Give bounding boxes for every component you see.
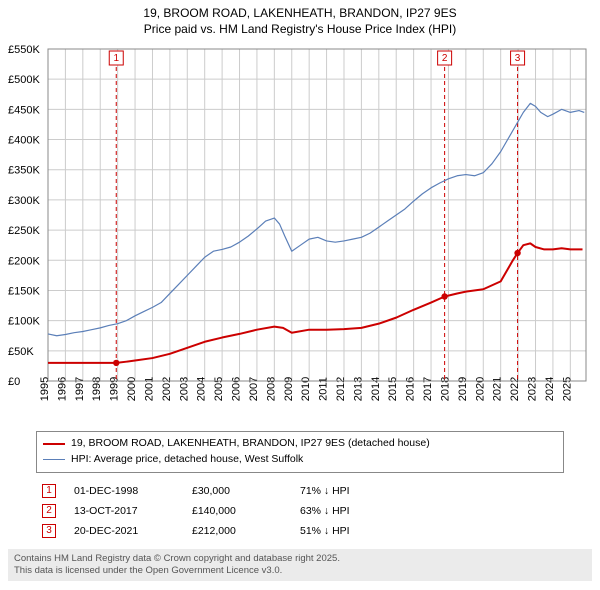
svg-text:2004: 2004 [196, 377, 208, 401]
svg-text:£50K: £50K [8, 346, 34, 358]
svg-text:2010: 2010 [300, 377, 312, 401]
svg-text:2018: 2018 [439, 377, 451, 401]
svg-text:1999: 1999 [109, 377, 121, 401]
title-line-1: 19, BROOM ROAD, LAKENHEATH, BRANDON, IP2… [8, 6, 592, 22]
svg-text:2000: 2000 [126, 377, 138, 401]
legend-row: HPI: Average price, detached house, West… [43, 452, 557, 468]
svg-text:2025: 2025 [561, 377, 573, 401]
svg-text:£300K: £300K [8, 195, 40, 207]
svg-text:2: 2 [442, 53, 448, 64]
attribution-footer: Contains HM Land Registry data © Crown c… [8, 549, 592, 582]
svg-text:2007: 2007 [248, 377, 260, 401]
svg-text:2019: 2019 [457, 377, 469, 401]
svg-text:2022: 2022 [509, 377, 521, 401]
svg-text:1: 1 [113, 53, 119, 64]
sale-row: 3 20-DEC-2021 £212,000 51% ↓ HPI [42, 521, 558, 541]
svg-text:£250K: £250K [8, 225, 40, 237]
chart-title: 19, BROOM ROAD, LAKENHEATH, BRANDON, IP2… [0, 0, 600, 39]
legend-label: 19, BROOM ROAD, LAKENHEATH, BRANDON, IP2… [71, 436, 430, 452]
svg-text:2002: 2002 [161, 377, 173, 401]
sale-price: £212,000 [192, 525, 282, 537]
legend-label: HPI: Average price, detached house, West… [71, 452, 303, 468]
footer-line-2: This data is licensed under the Open Gov… [14, 565, 586, 577]
svg-text:£550K: £550K [8, 44, 40, 56]
svg-text:3: 3 [515, 53, 521, 64]
svg-text:£450K: £450K [8, 105, 40, 117]
svg-text:£500K: £500K [8, 74, 40, 86]
sale-price: £30,000 [192, 485, 282, 497]
svg-text:2012: 2012 [335, 377, 347, 401]
chart-container: £0 £50K £100K £150K £200K £250K £300K £350K £400… [8, 43, 592, 425]
svg-text:2023: 2023 [527, 377, 539, 401]
sale-marker-box: 1 [42, 484, 56, 498]
sale-price: £140,000 [192, 505, 282, 517]
svg-text:1997: 1997 [74, 377, 86, 401]
svg-text:2014: 2014 [370, 377, 382, 401]
sale-marker-box: 2 [42, 504, 56, 518]
svg-text:2001: 2001 [143, 377, 155, 401]
svg-text:2005: 2005 [213, 377, 225, 401]
svg-text:£100K: £100K [8, 316, 40, 328]
sale-date: 13-OCT-2017 [74, 505, 174, 517]
svg-text:2015: 2015 [387, 377, 399, 401]
title-line-2: Price paid vs. HM Land Registry's House … [8, 22, 592, 38]
svg-text:£400K: £400K [8, 135, 40, 147]
svg-text:2008: 2008 [265, 377, 277, 401]
footer-line-1: Contains HM Land Registry data © Crown c… [14, 553, 586, 565]
legend-row: 19, BROOM ROAD, LAKENHEATH, BRANDON, IP2… [43, 436, 557, 452]
sale-row: 2 13-OCT-2017 £140,000 63% ↓ HPI [42, 501, 558, 521]
svg-text:2017: 2017 [422, 377, 434, 401]
sale-hpi-delta: 71% ↓ HPI [300, 485, 350, 497]
svg-text:1996: 1996 [56, 377, 68, 401]
svg-text:1995: 1995 [39, 377, 51, 401]
sale-marker-box: 3 [42, 524, 56, 538]
legend-swatch [43, 459, 65, 460]
sale-hpi-delta: 51% ↓ HPI [300, 525, 350, 537]
svg-text:£200K: £200K [8, 255, 40, 267]
svg-text:£350K: £350K [8, 165, 40, 177]
svg-text:2021: 2021 [492, 377, 504, 401]
legend: 19, BROOM ROAD, LAKENHEATH, BRANDON, IP2… [36, 431, 564, 473]
svg-text:2013: 2013 [352, 377, 364, 401]
sale-hpi-delta: 63% ↓ HPI [300, 505, 350, 517]
svg-text:£150K: £150K [8, 286, 40, 298]
sale-date: 20-DEC-2021 [74, 525, 174, 537]
svg-text:1998: 1998 [91, 377, 103, 401]
svg-text:2006: 2006 [231, 377, 243, 401]
svg-text:2009: 2009 [283, 377, 295, 401]
svg-text:£0: £0 [8, 376, 20, 388]
svg-text:2003: 2003 [178, 377, 190, 401]
svg-text:2020: 2020 [474, 377, 486, 401]
legend-swatch [43, 443, 65, 445]
sale-row: 1 01-DEC-1998 £30,000 71% ↓ HPI [42, 481, 558, 501]
sales-table: 1 01-DEC-1998 £30,000 71% ↓ HPI 2 13-OCT-2017… [36, 479, 564, 545]
chart-svg: £0 £50K £100K £150K £200K £250K £300K £350K £400… [8, 43, 592, 425]
sale-date: 01-DEC-1998 [74, 485, 174, 497]
svg-text:2016: 2016 [405, 377, 417, 401]
svg-text:2024: 2024 [544, 377, 556, 401]
